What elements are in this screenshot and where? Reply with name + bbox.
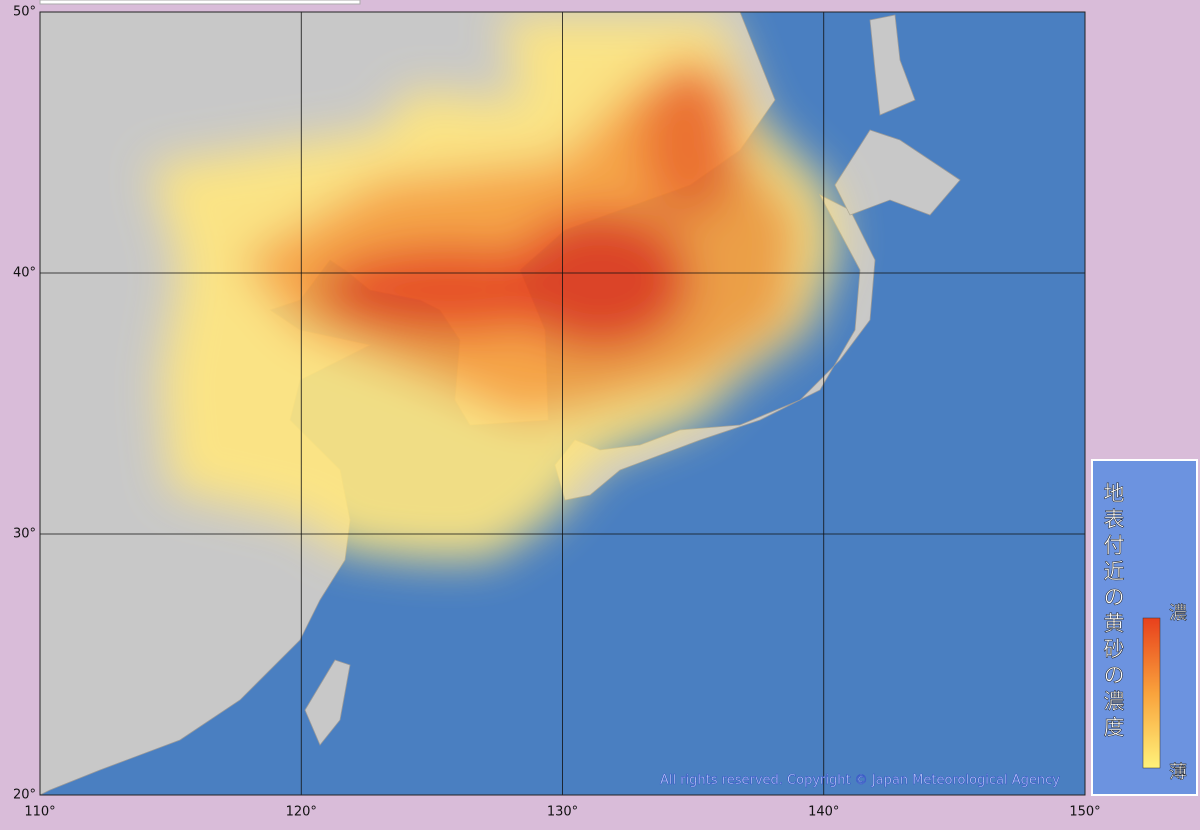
copyright: All rights reserved. Copyright © Japan M… [660, 773, 1060, 788]
graticule [40, 12, 1085, 795]
lon-tick-label: 120° [286, 805, 317, 820]
lon-tick-label: 140° [808, 805, 839, 820]
header-box [39, 0, 361, 5]
dust-plume [150, 15, 840, 560]
lat-tick-label: 40° [13, 266, 36, 281]
legend-high: 濃 [1169, 603, 1187, 624]
lon-tick-label: 150° [1069, 805, 1100, 820]
map: All rights reserved. Copyright © Japan M… [40, 12, 1085, 795]
lat-tick-label: 30° [13, 527, 36, 542]
lon-tick-label: 130° [547, 805, 578, 820]
lat-tick-label: 20° [13, 788, 36, 803]
legend-low: 薄 [1169, 762, 1187, 783]
lat-tick-label: 50° [13, 5, 36, 20]
lon-tick-label: 110° [24, 805, 55, 820]
legend: 地表付近の黄砂の濃度 濃 薄 [1091, 459, 1198, 796]
legend-title: 地表付近の黄砂の濃度 [1101, 482, 1125, 742]
legend-scale [1142, 617, 1161, 769]
map-frame [39, 11, 1086, 796]
